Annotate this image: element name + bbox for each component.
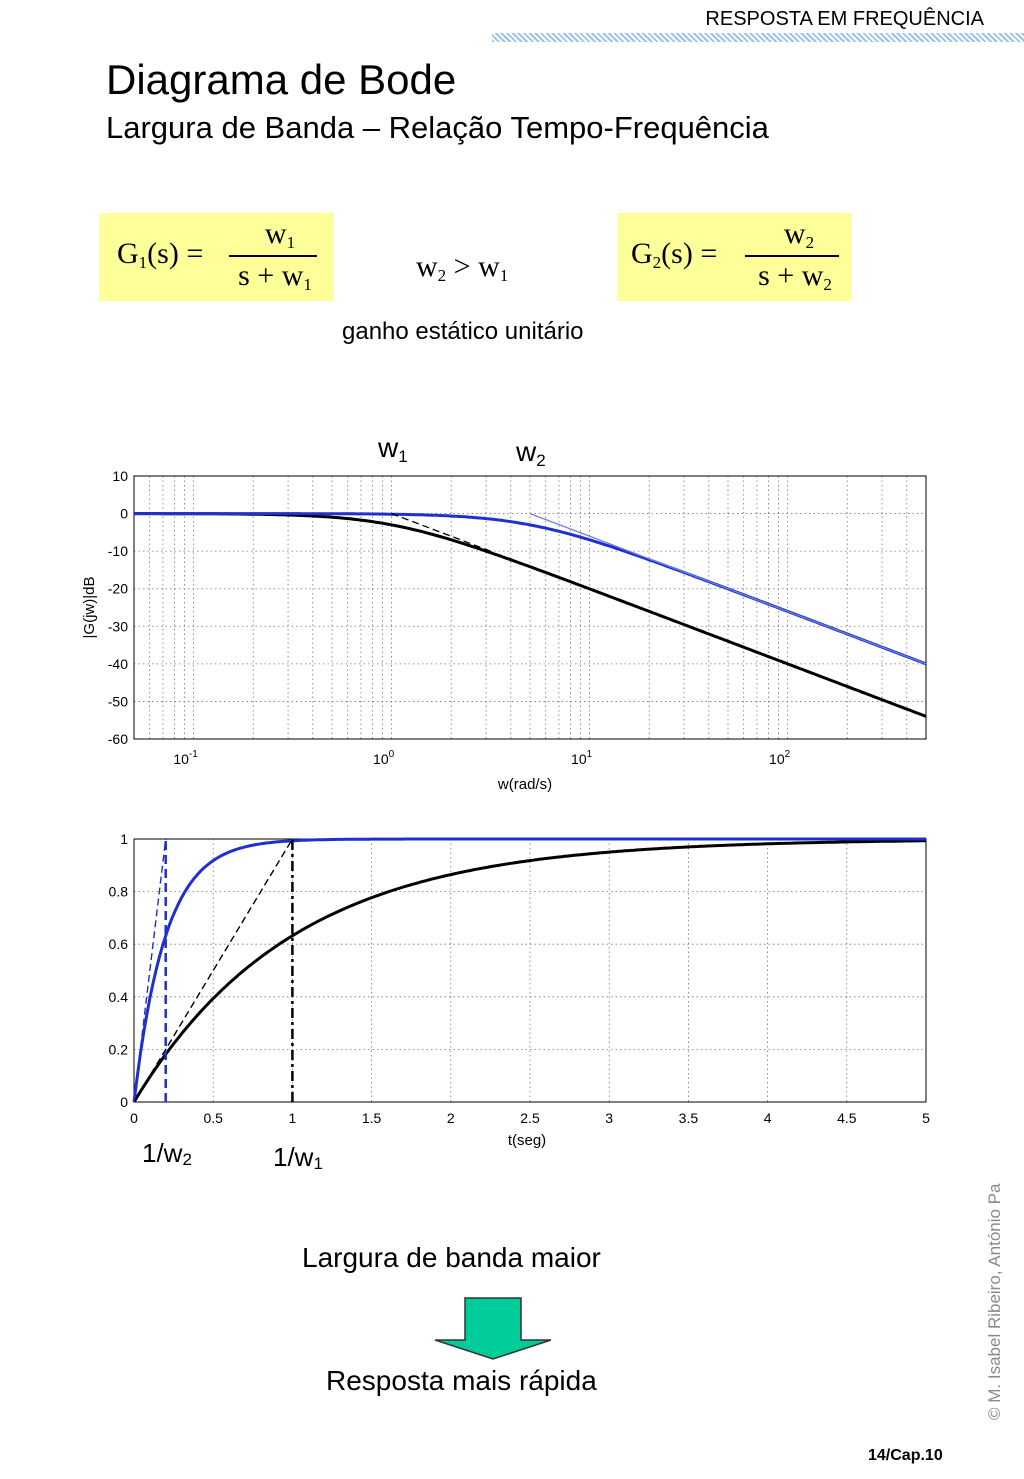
step-ytick-label: 0.8 [109, 884, 129, 900]
bode-ytick-label: -50 [108, 693, 128, 709]
step-xtick-label: 1 [289, 1110, 297, 1126]
step-xtick-label: 0.5 [203, 1110, 223, 1126]
bode-ytick-label: -10 [108, 543, 128, 559]
step-xtick-label: 1.5 [362, 1110, 382, 1126]
page-subtitle: Largura de Banda – Relação Tempo-Frequên… [106, 110, 769, 145]
bode-ytick-label: -30 [108, 618, 128, 634]
formula-g2-fraction-line [745, 255, 839, 257]
page-title: Diagrama de Bode [106, 56, 457, 103]
step-ytick-label: 0.4 [109, 989, 129, 1005]
step-xtick-label: 4.5 [837, 1110, 857, 1126]
formula-g2-lhs: G2(s) = [631, 237, 718, 272]
bode-xtick-label: 100 [373, 749, 395, 767]
header-decoration-bar [492, 33, 1024, 42]
static-gain-note: ganho estático unitário [342, 318, 584, 345]
formula-g1-denominator: s + w1 [238, 259, 312, 294]
step-label-1-over-w2: 1/w2 [142, 1138, 192, 1169]
step-series-0-step [132, 839, 926, 1103]
down-arrow-icon [434, 1297, 552, 1360]
step-series-2-tangent [133, 838, 293, 1103]
bode-ylabel: |G(jw)|dB [81, 577, 98, 639]
bode-ytick-label: -20 [108, 581, 128, 597]
formula-g1-box: G1(s) = w1 s + w1 [99, 213, 334, 301]
page-number: 14/Cap.10 [868, 1447, 943, 1464]
step-xtick-label: 2.5 [520, 1110, 540, 1126]
formula-g1-lhs: G1(s) = [117, 237, 204, 272]
formula-g1-fraction-line [229, 255, 317, 257]
step-label-1-over-w1: 1/w1 [273, 1142, 323, 1173]
step-xtick-label: 0 [130, 1110, 138, 1126]
formula-g2-denominator: s + w2 [758, 259, 832, 294]
step-ytick-label: 0.2 [109, 1041, 129, 1057]
bode-xtick-label: 10-1 [173, 749, 198, 767]
step-xtick-label: 5 [922, 1110, 930, 1126]
step-series-1-step [132, 837, 926, 1103]
bode-ytick-label: 10 [112, 468, 128, 484]
bode-series-2-asymptote [391, 512, 495, 554]
bode-label-w1: w1 [378, 432, 408, 466]
step-series-4-tangent [133, 838, 167, 1103]
bode-ytick-label: -60 [108, 731, 128, 747]
copyright-text: © M. Isabel Ribeiro, António Pa [985, 1183, 1004, 1420]
bode-xtick-label: 101 [571, 749, 593, 767]
faster-response-text: Resposta mais rápida [326, 1365, 597, 1396]
bode-label-w2: w2 [516, 436, 546, 470]
section-header: RESPOSTA EM FREQUÊNCIA [705, 8, 984, 30]
frequency-relation: w2 > w1 [416, 250, 509, 285]
step-xtick-label: 2 [447, 1110, 455, 1126]
step-ytick-label: 0.6 [109, 936, 129, 952]
step-ytick-label: 1 [120, 831, 128, 847]
bode-ytick-label: -40 [108, 656, 128, 672]
bode-axes-frame [133, 475, 927, 740]
bode-xlabel: w(rad/s) [497, 776, 552, 793]
bode-ytick-label: 0 [120, 506, 128, 522]
formula-g1-numerator: w1 [264, 217, 296, 252]
step-xtick-label: 3.5 [679, 1110, 699, 1126]
step-xtick-label: 4 [764, 1110, 772, 1126]
bode-series-3-asymptote [529, 512, 927, 665]
bode-xtick-label: 102 [769, 749, 791, 767]
formula-g2-box: G2(s) = w2 s + w2 [617, 213, 852, 301]
step-grid [133, 838, 927, 1103]
step-xlabel: t(seg) [508, 1132, 546, 1149]
step-response-chart: 0 0.5 1 1.5 2 2.5 3 3.5 4 4.5 5 0 0.2 0.4 0.6 0.8 1 t(seg… [109, 831, 931, 1149]
step-xtick-label: 3 [605, 1110, 613, 1126]
bandwidth-text: Largura de banda maior [302, 1242, 601, 1273]
formula-g2-numerator: w2 [783, 217, 815, 252]
step-ytick-label: 0 [120, 1094, 128, 1110]
